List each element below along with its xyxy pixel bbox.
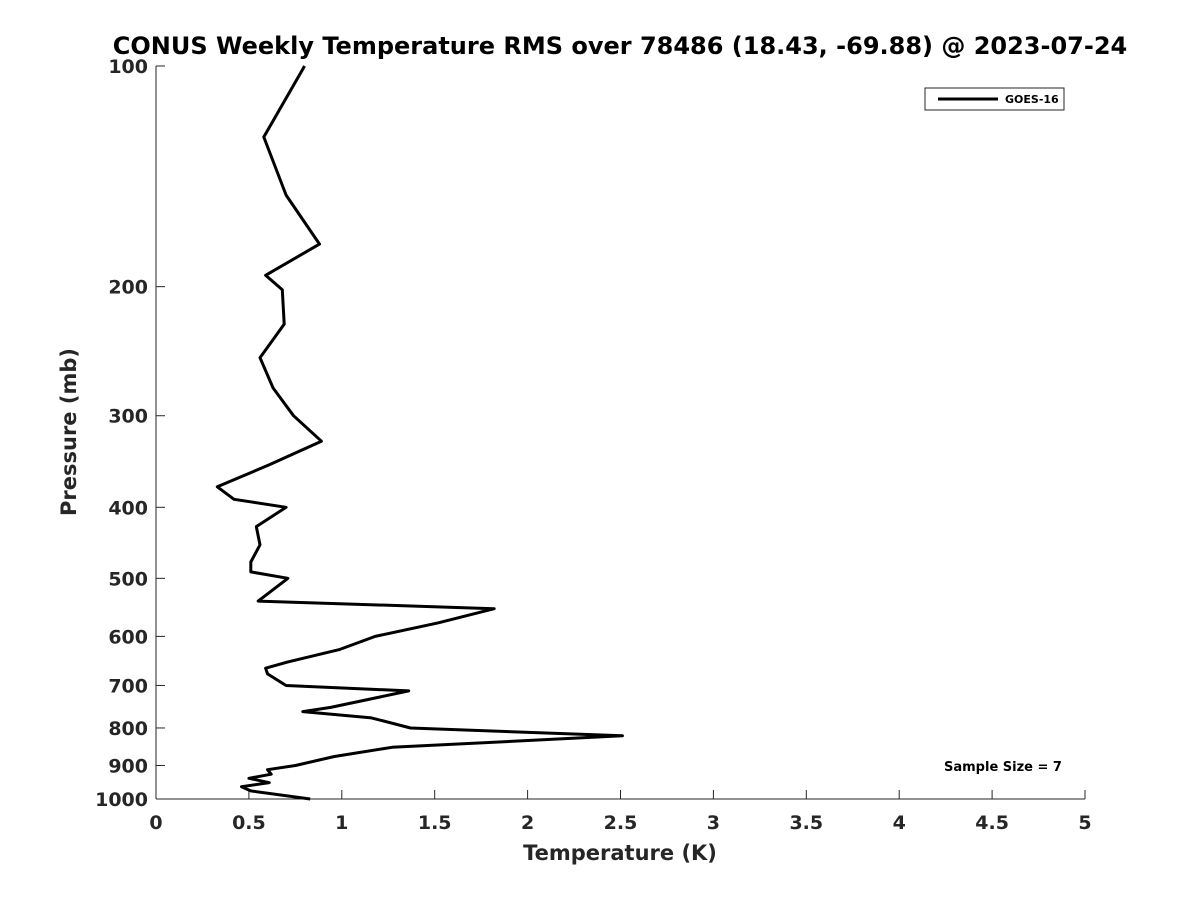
x-tick-label: 4.5 xyxy=(975,812,1009,834)
legend: GOES-16 xyxy=(924,87,1065,111)
x-axis-label: Temperature (K) xyxy=(523,841,717,865)
x-tick-label: 0 xyxy=(149,812,162,834)
y-tick-label: 100 xyxy=(108,56,148,78)
x-tick-label: 3 xyxy=(707,812,720,834)
y-tick-label: 800 xyxy=(108,718,148,740)
x-tick-label: 2.5 xyxy=(604,812,638,834)
y-tick-label: 600 xyxy=(108,626,148,648)
series-line-goes-16 xyxy=(215,65,624,801)
x-tick-label: 3.5 xyxy=(789,812,823,834)
x-tick-label: 1.5 xyxy=(418,812,452,834)
sample-size-annotation: Sample Size = 7 xyxy=(944,760,1062,775)
series-layer xyxy=(215,65,624,801)
y-tick-label: 900 xyxy=(108,755,148,777)
y-tick-label: 200 xyxy=(108,277,148,299)
y-axis-label: Pressure (mb) xyxy=(57,348,81,516)
x-tick-label: 4 xyxy=(893,812,906,834)
plot-area xyxy=(155,66,1085,800)
y-ticks: 100 200 300 400 500 600 700 800 900 1000 xyxy=(95,56,165,811)
y-tick-label: 500 xyxy=(108,568,148,590)
x-tick-label: 5 xyxy=(1078,812,1091,834)
y-tick-label: 1000 xyxy=(95,789,148,811)
x-tick-label: 2 xyxy=(521,812,534,834)
plot-frame xyxy=(156,66,1085,799)
chart-title: CONUS Weekly Temperature RMS over 78486 … xyxy=(113,32,1127,60)
x-tick-label: 0.5 xyxy=(232,812,266,834)
y-tick-label: 400 xyxy=(108,497,148,519)
legend-label-goes-16: GOES-16 xyxy=(1005,93,1059,106)
x-tick-label: 1 xyxy=(335,812,348,834)
x-ticks: 0 0.5 1 1.5 2 2.5 3 3.5 4 4.5 5 xyxy=(149,790,1092,834)
y-tick-label: 300 xyxy=(108,406,148,428)
y-tick-label: 700 xyxy=(108,675,148,697)
